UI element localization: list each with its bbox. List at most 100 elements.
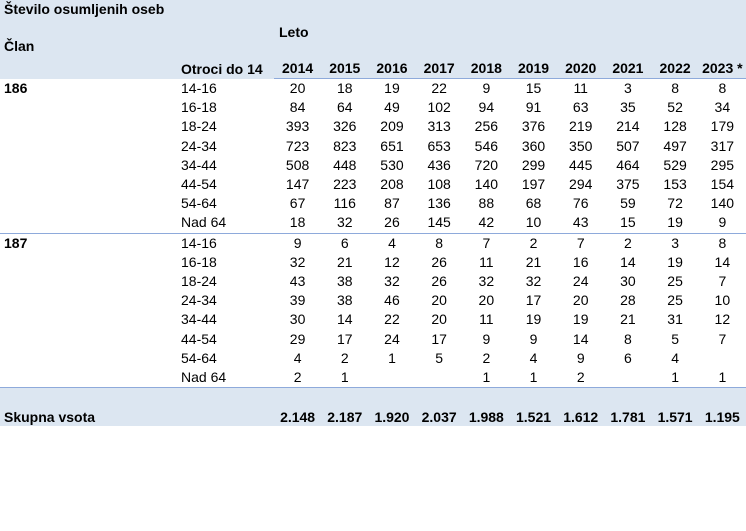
value-cell: 68 [525,195,542,212]
value-cell: 32 [525,272,542,289]
age-column-label: Otroci do 14 [176,0,274,79]
value-cell: 256 [474,118,499,135]
value-cell: 20 [478,292,495,309]
value-cell: 7 [462,232,510,253]
value-cell: 39 [289,292,306,309]
total-value-cell: 2.187 [321,387,369,426]
total-label: Skupna vsota [0,387,274,426]
table-row: Nad 64 2 1 1 1 2 1 1 [0,368,746,388]
value-cell: 30 [620,272,636,289]
table-row: Nad 64 18 32 26 145 42 10 43 15 19 9 [0,213,746,233]
value-cell: 21 [525,253,542,270]
age-group-cell: 24-34 [181,292,217,309]
value-cell: 653 [427,137,451,154]
age-group-cell: 54-64 [181,349,217,366]
total-value-cell: 1.571 [651,387,699,426]
value-cell: 19 [572,311,589,328]
year-header: 2014 [274,42,322,79]
value-cell: 14 [714,253,731,270]
value-cell: 28 [620,292,636,309]
value-cell: 24 [572,272,589,289]
value-cell: 208 [380,176,404,193]
value-cell: 5 [671,330,679,347]
value-cell: 154 [710,176,735,193]
value-cell: 25 [667,272,683,289]
value-cell: 67 [289,195,306,212]
value-cell: 11 [479,311,494,328]
value-cell: 94 [478,99,495,116]
value-cell: 20 [289,80,306,97]
value-cell: 9 [274,232,322,253]
value-cell: 108 [427,176,451,193]
value-cell: 1 [482,368,491,385]
value-cell: 16 [572,253,589,270]
value-cell: 651 [380,137,404,154]
table-row: 44-54 29 17 24 17 9 9 14 8 5 7 [0,329,746,348]
age-group-cell: 14-16 [181,79,217,96]
value-cell: 15 [620,214,636,231]
total-value-cell: 1.920 [368,387,416,426]
value-cell: 464 [616,156,640,173]
value-cell: 19 [384,80,400,97]
table-row: 18-24 43 38 32 26 32 32 24 30 25 7 [0,272,746,291]
year-header: 2017 [415,42,463,79]
member-cell: 186 [4,79,28,96]
value-cell: 1 [671,368,679,385]
value-cell: 32 [478,272,495,289]
age-group-cell: 18-24 [181,118,217,135]
value-cell: 43 [289,272,306,289]
value-cell: 26 [384,214,400,231]
year-header: 2015 [321,42,369,79]
value-cell [368,368,415,388]
table-row: 34-44 508 448 530 436 720 299 445 464 529 295 [0,156,746,175]
value-cell: 507 [616,137,640,154]
age-group-cell: 44-54 [181,176,217,193]
value-cell [416,368,463,388]
value-cell: 317 [710,137,735,154]
table-row: 186 14-16 20 18 19 22 9 15 11 3 8 8 [0,79,746,99]
value-cell: 63 [572,99,589,116]
table-body: 186 14-16 20 18 19 22 9 15 11 3 8 8 16-18 84 64 49 102 94… [0,79,746,388]
value-cell: 9 [482,330,491,347]
value-cell: 219 [569,118,593,135]
value-cell: 116 [333,195,356,212]
value-cell: 313 [427,118,451,135]
header-corner: Število osumljenih oseb Član [0,0,176,79]
value-cell: 8 [718,80,727,97]
value-cell: 497 [663,137,687,154]
value-cell: 2 [576,368,585,385]
table-row: 24-34 39 38 46 20 20 17 20 28 25 10 [0,291,746,310]
age-group-cell: 14-16 [176,232,274,253]
value-cell: 448 [333,156,357,173]
value-cell: 26 [431,253,447,270]
value-cell: 1 [718,368,727,385]
value-cell: 64 [336,99,353,116]
age-group-cell: 16-18 [181,99,217,116]
table-row: 44-54 147 223 208 108 140 197 294 375 153 154 [0,175,746,194]
value-cell: 508 [285,156,310,173]
year-header: 2020 [557,42,605,79]
value-cell: 38 [336,292,353,309]
value-cell: 2 [482,349,491,366]
value-cell: 1 [388,349,396,366]
value-cell: 72 [667,195,683,212]
table-row: 24-34 723 823 651 653 546 360 350 507 497 317 [0,137,746,156]
value-cell: 720 [474,156,499,173]
value-cell: 529 [663,156,687,173]
value-cell: 25 [667,292,683,309]
value-cell: 21 [336,253,353,270]
value-cell: 32 [289,253,306,270]
value-cell: 1 [340,368,349,385]
value-cell: 35 [620,99,636,116]
value-cell: 30 [289,311,306,328]
value-cell: 20 [431,311,447,328]
value-cell: 823 [333,137,357,154]
value-cell: 17 [525,292,542,309]
year-header: 2018 [462,42,510,79]
value-cell: 31 [667,311,683,328]
total-value-cell: 2.148 [274,387,322,426]
value-cell: 3 [624,80,632,97]
value-cell: 2 [293,368,302,385]
value-cell: 4 [368,232,416,253]
table-row: 16-18 84 64 49 102 94 91 63 35 52 34 [0,98,746,117]
